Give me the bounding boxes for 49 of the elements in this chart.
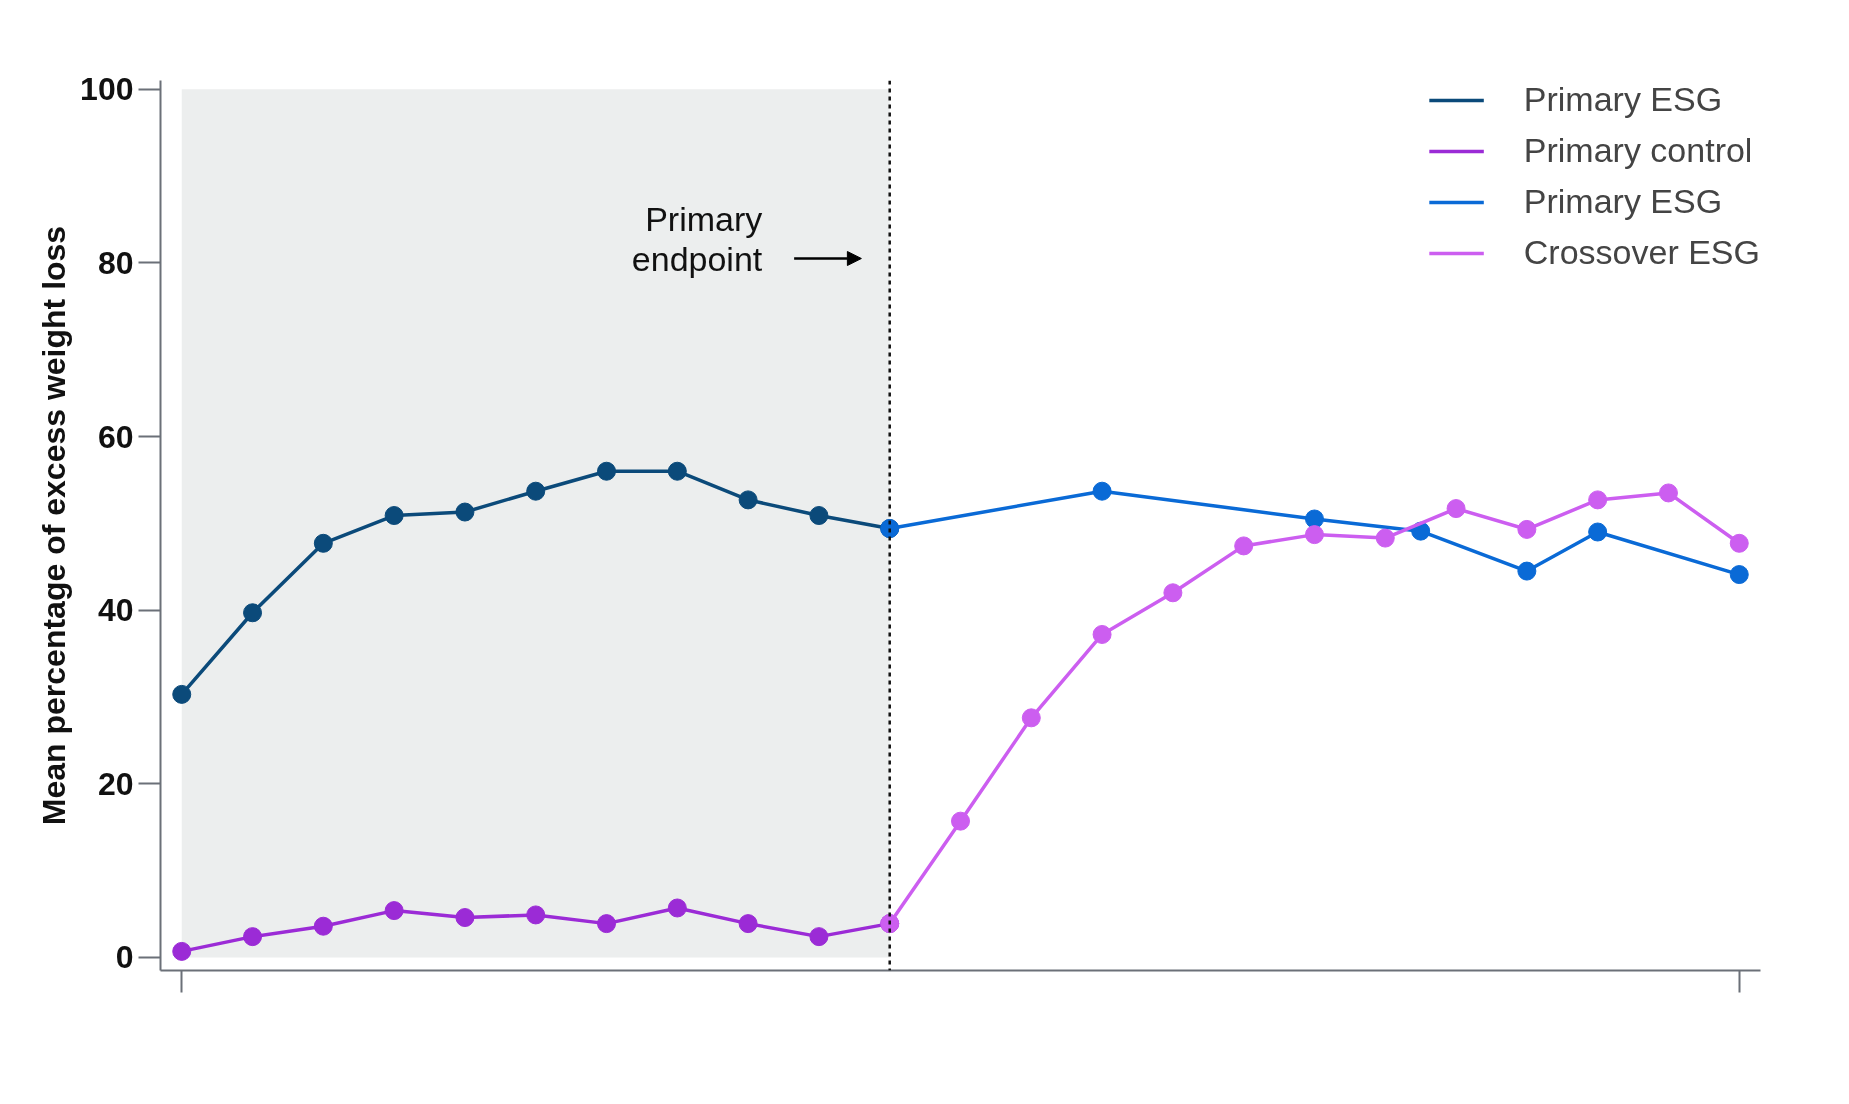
point <box>455 502 475 522</box>
point <box>526 481 546 501</box>
y-tick-label: 80 <box>97 244 134 281</box>
y-tick-label: 20 <box>97 765 134 802</box>
point <box>455 908 475 928</box>
point <box>313 916 333 936</box>
point <box>1304 509 1324 529</box>
y-tick-label: 0 <box>115 939 134 976</box>
point <box>1588 522 1608 542</box>
point <box>1092 481 1112 501</box>
point <box>809 506 829 525</box>
point <box>1446 499 1466 519</box>
point <box>1304 525 1324 545</box>
point <box>1375 528 1395 548</box>
point <box>738 914 758 934</box>
point <box>951 811 970 831</box>
point <box>809 927 829 947</box>
y-tick-label: 40 <box>97 592 134 629</box>
point <box>172 684 192 704</box>
point <box>597 461 617 481</box>
point <box>1658 483 1678 503</box>
point <box>1588 490 1608 510</box>
point <box>384 901 404 921</box>
point <box>1517 519 1537 539</box>
point <box>1729 533 1749 553</box>
point <box>313 533 333 553</box>
point <box>597 914 617 934</box>
point <box>172 941 192 961</box>
legend-label: Crossover ESG <box>1523 233 1760 272</box>
y-tick-label: 100 <box>80 71 134 108</box>
point <box>526 905 546 925</box>
y-tick-label: 60 <box>97 418 134 455</box>
point <box>1092 624 1112 644</box>
point <box>1163 583 1183 603</box>
annotation: Primary endpoint <box>631 200 763 279</box>
point <box>243 603 263 623</box>
point <box>1729 565 1749 585</box>
y-axis-title: Mean percentage of excess weight loss <box>36 225 73 826</box>
point <box>243 927 263 947</box>
point <box>1517 561 1537 581</box>
point <box>384 506 404 525</box>
point <box>738 490 758 510</box>
point <box>667 898 687 918</box>
legend-label: Primary ESG <box>1523 182 1723 221</box>
point <box>667 461 687 481</box>
legend-label: Primary ESG <box>1523 80 1723 119</box>
point <box>1234 536 1254 556</box>
legend-label: Primary control <box>1523 131 1753 170</box>
point <box>1021 708 1041 728</box>
